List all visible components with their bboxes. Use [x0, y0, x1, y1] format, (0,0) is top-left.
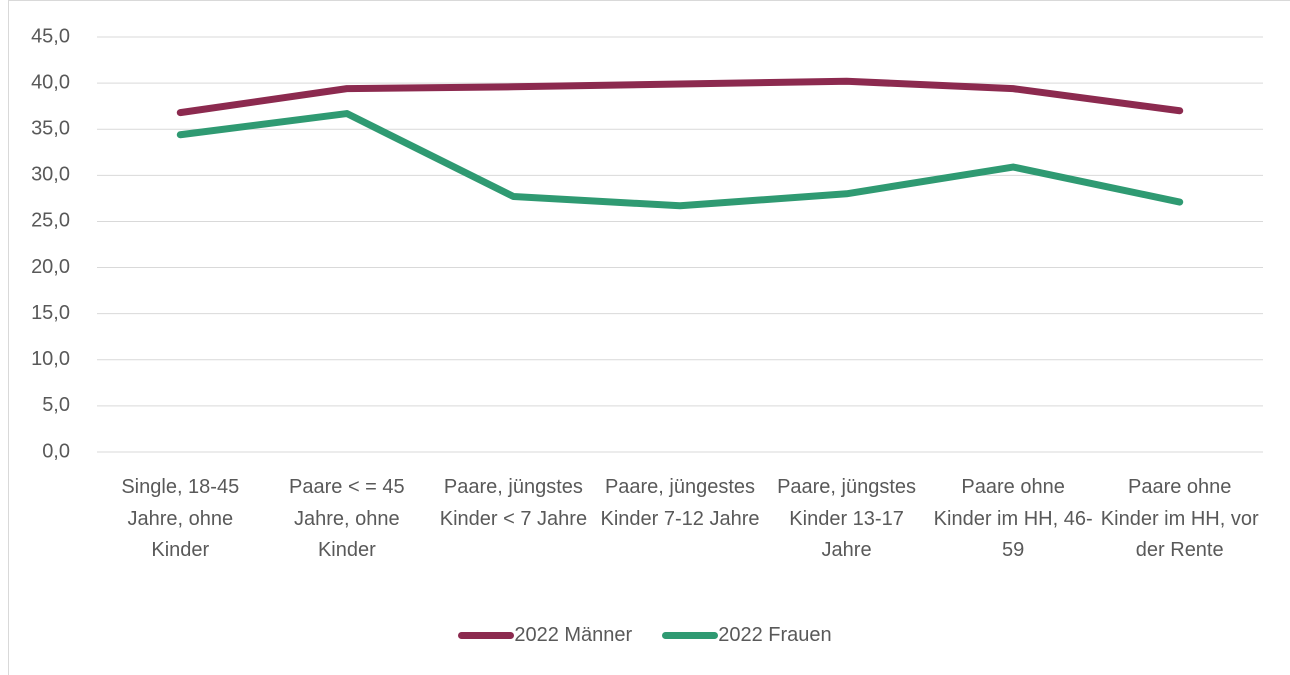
legend-item: 2022 Männer: [458, 624, 632, 647]
x-tick-label: Paare, jüngestes Kinder 7-12 Jahre: [600, 476, 760, 530]
x-tick-label: Paare, jüngstes Kinder < 7 Jahre: [439, 476, 588, 530]
line: [176, 110, 1184, 210]
y-tick-label: 25,0: [31, 210, 70, 232]
y-tick-label: 15,0: [31, 302, 70, 324]
legend-label: 2022 Männer: [514, 624, 633, 646]
legend: 2022 Männer 2022 Frauen: [0, 624, 1290, 647]
y-tick-label: 0,0: [42, 440, 70, 462]
y-tick-label: 45,0: [31, 25, 70, 47]
x-tick-label: Paare ohne Kinder im HH, vor der Rente: [1100, 476, 1259, 561]
line: [176, 77, 1184, 117]
x-tick-label: Paare < = 45 Jahre, ohne Kinder: [289, 476, 405, 561]
y-tick-label: 10,0: [31, 348, 70, 370]
y-tick-label: 5,0: [42, 394, 70, 416]
legend-item: 2022 Frauen: [662, 624, 832, 647]
legend-label: 2022 Frauen: [718, 624, 832, 646]
legend-swatch: [458, 632, 515, 639]
x-tick-label: Paare ohne Kinder im HH, 46-59: [933, 476, 1093, 561]
x-tick-label: Single, 18-45 Jahre, ohne Kinder: [121, 476, 240, 561]
x-tick-label: Paare, jüngstes Kinder 13-17 Jahre: [777, 476, 917, 561]
chart-border: [8, 0, 1290, 675]
y-tick-label: 20,0: [31, 256, 70, 278]
y-tick-label: 40,0: [31, 71, 70, 93]
y-tick-label: 35,0: [31, 118, 70, 140]
legend-swatch: [662, 632, 719, 639]
y-tick-label: 30,0: [31, 164, 70, 186]
